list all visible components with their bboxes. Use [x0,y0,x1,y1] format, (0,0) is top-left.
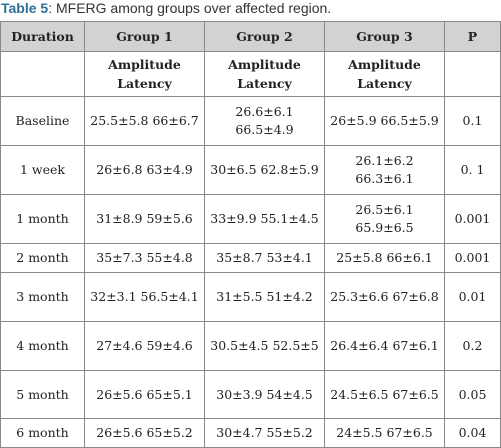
subheader-cell-3: Amplitude Latency [324,51,445,97]
cell-g2: 33±9.9 55.1±4.5 [204,194,325,244]
cell-g1: 26±5.6 65±5.2 [84,418,205,448]
subheader-cell-1: Amplitude Latency [84,51,205,97]
cell-g2: 30±3.9 54±4.5 [204,370,325,419]
header-group-3: Group 3 [324,21,445,52]
cell-p: 0.05 [444,370,501,419]
cell-g1: 35±7.3 55±4.8 [84,243,205,273]
cell-g3: 25.3±6.6 67±6.8 [324,272,445,322]
table-row: 5 month 26±5.6 65±5.1 30±3.9 54±4.5 24.5±6.… [0,370,501,419]
cell-g1: 26±5.6 65±5.1 [84,370,205,419]
header-group-2: Group 2 [204,21,325,52]
cell-duration: 1 week [0,145,85,195]
cell-g3: 26.5±6.1 65.9±6.5 [324,194,445,244]
cell-p: 0.1 [444,96,501,146]
cell-g2: 35±8.7 53±4.1 [204,243,325,273]
cell-g2: 26.6±6.1 66.5±4.9 [204,96,325,146]
cell-g1: 31±8.9 59±5.6 [84,194,205,244]
cell-g3: 26.4±6.4 67±6.1 [324,321,445,371]
mferg-table: Duration Group 1 Group 2 Group 3 P Ampli… [0,21,501,448]
subheader-cell-0 [0,51,85,97]
cell-p: 0.01 [444,272,501,322]
table-row: 2 month 35±7.3 55±4.8 35±8.7 53±4.1 25±5.8 … [0,243,501,273]
caption-text: : MFERG among groups over affected regio… [48,0,332,16]
cell-g2: 30±4.7 55±5.2 [204,418,325,448]
cell-g1: 32±3.1 56.5±4.1 [84,272,205,322]
cell-duration: 1 month [0,194,85,244]
subheader-cell-4 [444,51,501,97]
cell-duration: 6 month [0,418,85,448]
header-p: P [444,21,501,52]
subheader-row: Amplitude Latency Amplitude Latency Ampl… [0,51,501,97]
cell-g1: 26±6.8 63±4.9 [84,145,205,195]
cell-duration: 3 month [0,272,85,322]
cell-g3: 26±5.9 66.5±5.9 [324,96,445,146]
header-group-1: Group 1 [84,21,205,52]
caption-label: Table 5 [1,0,49,16]
cell-g3: 24±5.5 67±6.5 [324,418,445,448]
cell-duration: 2 month [0,243,85,273]
cell-g3: 24.5±6.5 67±6.5 [324,370,445,419]
cell-p: 0.2 [444,321,501,371]
cell-duration: Baseline [0,96,85,146]
cell-p: 0.04 [444,418,501,448]
cell-g2: 30.5±4.5 52.5±5 [204,321,325,371]
table-row: Baseline 25.5±5.8 66±6.7 26.6±6.1 66.5±4.9… [0,96,501,146]
cell-duration: 5 month [0,370,85,419]
cell-p: 0. 1 [444,145,501,195]
cell-p: 0.001 [444,194,501,244]
table-caption: Table 5: MFERG among groups over affecte… [1,0,331,17]
cell-duration: 4 month [0,321,85,371]
table-row: 3 month 32±3.1 56.5±4.1 31±5.5 51±4.2 25.3±… [0,272,501,322]
cell-g1: 25.5±5.8 66±6.7 [84,96,205,146]
table-row: 1 month 31±8.9 59±5.6 33±9.9 55.1±4.5 26.5±… [0,194,501,244]
cell-p: 0.001 [444,243,501,273]
cell-g3: 26.1±6.2 66.3±6.1 [324,145,445,195]
subheader-cell-2: Amplitude Latency [204,51,325,97]
table-row: 6 month 26±5.6 65±5.2 30±4.7 55±5.2 24±5.5 … [0,418,501,448]
cell-g3: 25±5.8 66±6.1 [324,243,445,273]
table-row: 1 week 26±6.8 63±4.9 30±6.5 62.8±5.9 26.1±6… [0,145,501,195]
table-row: 4 month 27±4.6 59±4.6 30.5±4.5 52.5±5 26.4±… [0,321,501,371]
cell-g2: 31±5.5 51±4.2 [204,272,325,322]
cell-g2: 30±6.5 62.8±5.9 [204,145,325,195]
cell-g1: 27±4.6 59±4.6 [84,321,205,371]
header-duration: Duration [0,21,85,52]
header-row: Duration Group 1 Group 2 Group 3 P [0,21,501,52]
